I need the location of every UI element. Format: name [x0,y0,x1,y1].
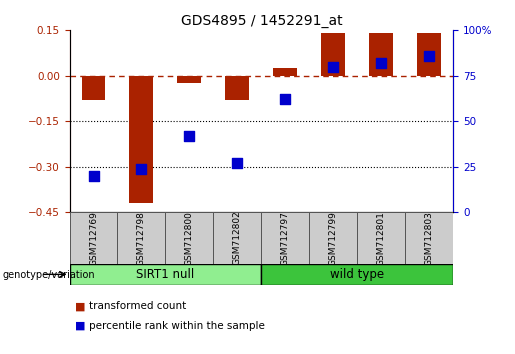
Point [281,97,289,102]
Bar [70,264,261,285]
Bar [213,212,261,264]
Bar [117,212,165,264]
Bar [129,76,153,203]
Bar [357,212,405,264]
Text: GSM712801: GSM712801 [377,211,386,266]
Text: GSM712798: GSM712798 [137,211,146,266]
Text: ■: ■ [75,321,85,331]
Bar [226,76,249,100]
Text: GSM712769: GSM712769 [89,211,98,266]
Point [329,64,337,69]
Bar [70,212,117,264]
Bar [261,264,453,285]
Bar [81,76,106,100]
Bar [405,212,453,264]
Point [233,160,242,166]
Text: GSM712799: GSM712799 [329,211,338,266]
Bar [310,212,357,264]
Bar [273,68,297,76]
Bar [165,212,213,264]
Text: transformed count: transformed count [89,301,186,311]
Text: GSM712803: GSM712803 [425,211,434,266]
Title: GDS4895 / 1452291_at: GDS4895 / 1452291_at [181,14,342,28]
Text: GSM712797: GSM712797 [281,211,290,266]
Text: ■: ■ [75,301,85,311]
Bar [417,33,441,76]
Bar [369,33,393,76]
Bar [261,212,310,264]
Bar [321,33,345,76]
Text: GSM712802: GSM712802 [233,211,242,266]
Point [138,166,146,171]
Text: wild type: wild type [330,268,384,281]
Point [185,133,194,139]
Text: GSM712800: GSM712800 [185,211,194,266]
Text: percentile rank within the sample: percentile rank within the sample [89,321,265,331]
Point [425,53,433,58]
Point [90,173,98,179]
Text: genotype/variation: genotype/variation [3,270,95,280]
Text: SIRT1 null: SIRT1 null [136,268,195,281]
Bar [178,76,201,83]
Point [377,60,385,66]
